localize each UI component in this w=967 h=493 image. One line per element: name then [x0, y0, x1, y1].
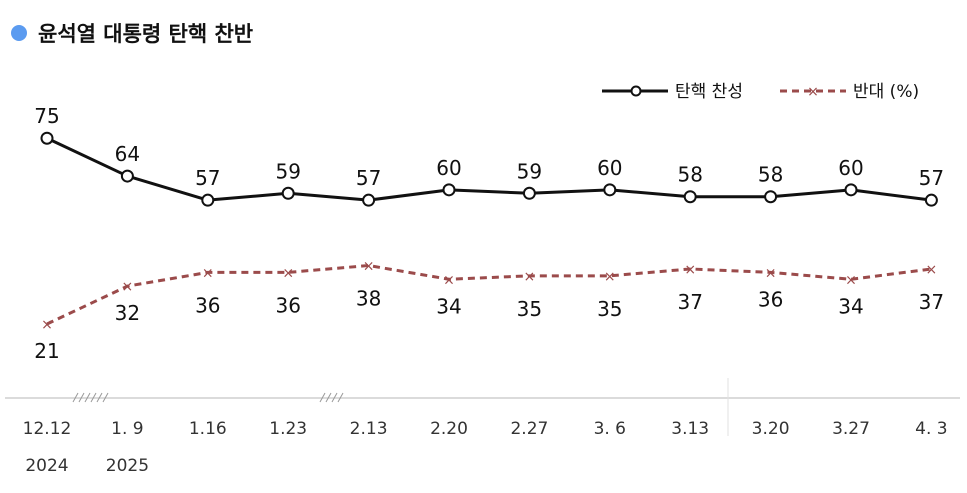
axis-break-mark: [96, 392, 103, 403]
data-labels: 75 64 57 59 57 60 59 60 58 58 60 57 21 32 36 36 38 34 35 35…: [34, 104, 944, 363]
oppose-point: ×: [443, 272, 455, 288]
legend-approve-marker: [630, 85, 642, 97]
approve-point: [201, 193, 215, 207]
title-bullet-icon: [11, 25, 27, 41]
oppose-point: ×: [282, 265, 294, 281]
chart-title: 윤석열 대통령 탄핵 찬반: [38, 22, 253, 46]
approve-value-label: 60: [597, 156, 622, 180]
axis-break-mark: [319, 392, 326, 403]
oppose-value-label: 36: [758, 287, 783, 311]
approve-value-label: 57: [195, 166, 220, 190]
axis-break-mark: [90, 392, 97, 403]
approve-point: [603, 183, 617, 197]
legend-oppose-label: 반대 (%): [853, 82, 919, 102]
oppose-point: ×: [41, 317, 53, 333]
approve-value-label: 64: [115, 142, 140, 166]
approve-value-label: 58: [758, 163, 783, 187]
x-tick-label: 3. 6: [594, 419, 626, 439]
axis-break-mark: [78, 392, 85, 403]
approve-point: [120, 169, 134, 183]
oppose-value-label: 34: [436, 294, 461, 318]
oppose-value-label: 37: [677, 290, 702, 314]
x-tick-label: 2.13: [350, 419, 388, 439]
approve-point: [764, 190, 778, 204]
axis-break-mark: [337, 392, 344, 403]
x-tick-label: 1. 9: [111, 419, 143, 439]
approve-point: [522, 186, 536, 200]
oppose-point: ×: [122, 279, 134, 295]
oppose-value-label: 35: [597, 297, 622, 321]
approve-point: [683, 190, 697, 204]
legend: 탄핵 찬성 × 반대 (%): [602, 82, 919, 102]
approve-series-line: [46, 136, 932, 202]
axis-break-mark: [102, 392, 109, 403]
oppose-point: ×: [604, 269, 616, 285]
axis-break-mark: [72, 392, 79, 403]
approve-value-label: 58: [677, 163, 702, 187]
oppose-value-label: 34: [838, 294, 863, 318]
oppose-value-label: 35: [517, 297, 542, 321]
oppose-point: ×: [363, 259, 375, 275]
x-year-label: 2025: [106, 456, 149, 476]
oppose-value-label: 37: [919, 290, 944, 314]
approve-point: [40, 131, 54, 145]
approve-point: [442, 183, 456, 197]
oppose-point: ×: [684, 262, 696, 278]
x-tick-label: 2.27: [510, 419, 548, 439]
approve-point: [281, 186, 295, 200]
oppose-point: ×: [765, 265, 777, 281]
x-tick-label: 12.12: [23, 419, 72, 439]
oppose-value-label: 32: [115, 301, 140, 325]
x-tick-label: 1.16: [189, 419, 227, 439]
oppose-value-label: 36: [275, 293, 300, 317]
x-tick-label: 3.20: [752, 419, 790, 439]
oppose-point: ×: [845, 272, 857, 288]
approve-value-label: 59: [275, 159, 300, 183]
series-layer: × × × × × × × × × × × ×: [40, 131, 938, 333]
x-tick-label: 1.23: [269, 419, 307, 439]
axis-break-mark: [325, 392, 332, 403]
legend-oppose-marker: ×: [807, 84, 819, 100]
axis-break-mark: [84, 392, 91, 403]
x-year-label: 2024: [25, 456, 68, 476]
x-tick-label: 4. 3: [915, 419, 947, 439]
approve-point: [844, 183, 858, 197]
approve-value-label: 57: [356, 166, 381, 190]
approve-point: [362, 193, 376, 207]
approve-value-label: 59: [517, 159, 542, 183]
oppose-value-label: 21: [34, 339, 59, 363]
approve-value-label: 57: [919, 166, 944, 190]
approve-value-label: 75: [34, 104, 59, 128]
approve-value-label: 60: [838, 156, 863, 180]
axis-break-mark: [331, 392, 338, 403]
oppose-point: ×: [202, 265, 214, 281]
oppose-series-line: [46, 264, 932, 326]
approve-value-label: 60: [436, 156, 461, 180]
oppose-point: ×: [524, 269, 536, 285]
legend-approve-label: 탄핵 찬성: [675, 82, 743, 102]
oppose-value-label: 36: [195, 293, 220, 317]
x-axis: 12.12 1. 9 1.16 1.23 2.13 2.20 2.27 3. 6 3.13 3.2…: [5, 378, 960, 476]
x-tick-label: 3.13: [671, 419, 709, 439]
approve-point: [924, 193, 938, 207]
oppose-point: ×: [926, 262, 938, 278]
x-tick-label: 2.20: [430, 419, 468, 439]
x-tick-label: 3.27: [832, 419, 870, 439]
oppose-value-label: 38: [356, 287, 381, 311]
